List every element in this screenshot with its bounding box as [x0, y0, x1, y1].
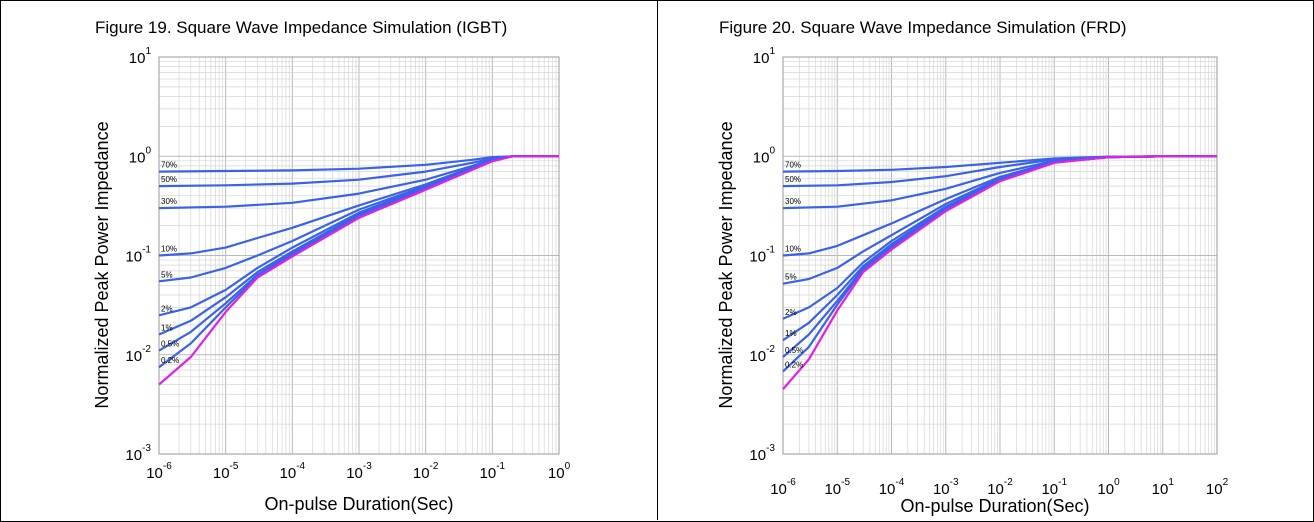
- curve-label: 50%: [161, 175, 177, 184]
- curve-labels: 70% 50% 30% 10% 5% 2% 1% 0.5% 0.2%: [161, 161, 179, 366]
- curve-label: 2%: [785, 308, 797, 317]
- chart-title: Figure 20. Square Wave Impedance Simulat…: [719, 18, 1127, 37]
- curve-label: 0.5%: [785, 346, 803, 355]
- y-tick-label: 10-3: [749, 443, 775, 464]
- x-tick-label: 10-1: [480, 461, 506, 482]
- x-tick-label: 10-6: [146, 461, 172, 482]
- y-tick-label: 10-1: [125, 245, 151, 266]
- y-tick-label: 10-3: [125, 443, 151, 464]
- x-tick-label: 10-2: [987, 477, 1013, 498]
- curve-label: 0.5%: [161, 340, 179, 349]
- curve-label: 1%: [785, 329, 797, 338]
- x-tick-label: 10-4: [879, 477, 905, 498]
- x-tick-label: 10-5: [213, 461, 239, 482]
- curve-label: 30%: [785, 197, 801, 206]
- curve-label: 5%: [785, 273, 797, 282]
- curve-label: 70%: [161, 161, 177, 170]
- figure-19-chart: Figure 19. Square Wave Impedance Simulat…: [92, 18, 571, 514]
- y-tick-label: 100: [129, 145, 152, 166]
- series-single-pulse: [782, 155, 1217, 390]
- grid: [782, 57, 1217, 455]
- curve-label: 50%: [785, 175, 801, 184]
- figure-divider: [657, 0, 658, 520]
- x-tick-label: 100: [548, 461, 571, 482]
- tick-labels: 10-6 10-5 10-4 10-3 10-2 10-1 100 101 102 10-3 10-…: [749, 46, 1228, 498]
- curve-label: 5%: [161, 270, 173, 279]
- y-tick-label: 10-2: [125, 344, 151, 365]
- y-tick-label: 10-2: [749, 344, 775, 365]
- curve-label: 70%: [785, 161, 801, 170]
- x-tick-label: 10-1: [1041, 477, 1067, 498]
- y-axis-label: Normalized Peak Power Impedance: [716, 121, 736, 408]
- y-tick-label: 10-1: [749, 245, 775, 266]
- y-axis-label: Normalized Peak Power Impedance: [92, 121, 112, 408]
- x-tick-label: 10-3: [346, 461, 372, 482]
- y-tick-label: 100: [753, 145, 776, 166]
- y-tick-label: 101: [753, 46, 776, 67]
- curve-label: 10%: [161, 245, 177, 254]
- curve-label: 2%: [161, 304, 173, 313]
- curve-label: 10%: [785, 245, 801, 254]
- x-tick-label: 10-5: [824, 477, 850, 498]
- grid: [158, 57, 559, 455]
- figure-20-chart: Figure 20. Square Wave Impedance Simulat…: [716, 18, 1229, 516]
- chart-title: Figure 19. Square Wave Impedance Simulat…: [95, 18, 507, 37]
- x-tick-label: 10-4: [280, 461, 306, 482]
- curve-label: 0.2%: [161, 356, 179, 365]
- x-tick-label: 101: [1152, 477, 1175, 498]
- y-tick-label: 101: [129, 46, 152, 67]
- x-tick-label: 10-6: [770, 477, 796, 498]
- x-tick-label: 10-2: [413, 461, 439, 482]
- x-tick-label: 10-3: [933, 477, 959, 498]
- curve-label: 0.2%: [785, 360, 803, 369]
- curve-labels: 70% 50% 30% 10% 5% 2% 1% 0.5% 0.2%: [785, 161, 803, 370]
- series-group: [782, 155, 1217, 390]
- x-tick-label: 100: [1097, 477, 1120, 498]
- curve-label: 30%: [161, 197, 177, 206]
- x-axis-label: On-pulse Duration(Sec): [900, 496, 1089, 516]
- x-axis-label: On-pulse Duration(Sec): [264, 494, 453, 514]
- plot-area: [158, 56, 560, 455]
- series-single-pulse: [158, 155, 559, 386]
- tick-labels: 10-6 10-5 10-4 10-3 10-2 10-1 100 10-3 10-2 10-1 1…: [125, 46, 570, 482]
- series-group: [158, 155, 559, 386]
- curve-label: 1%: [161, 323, 173, 332]
- x-tick-label: 102: [1206, 477, 1229, 498]
